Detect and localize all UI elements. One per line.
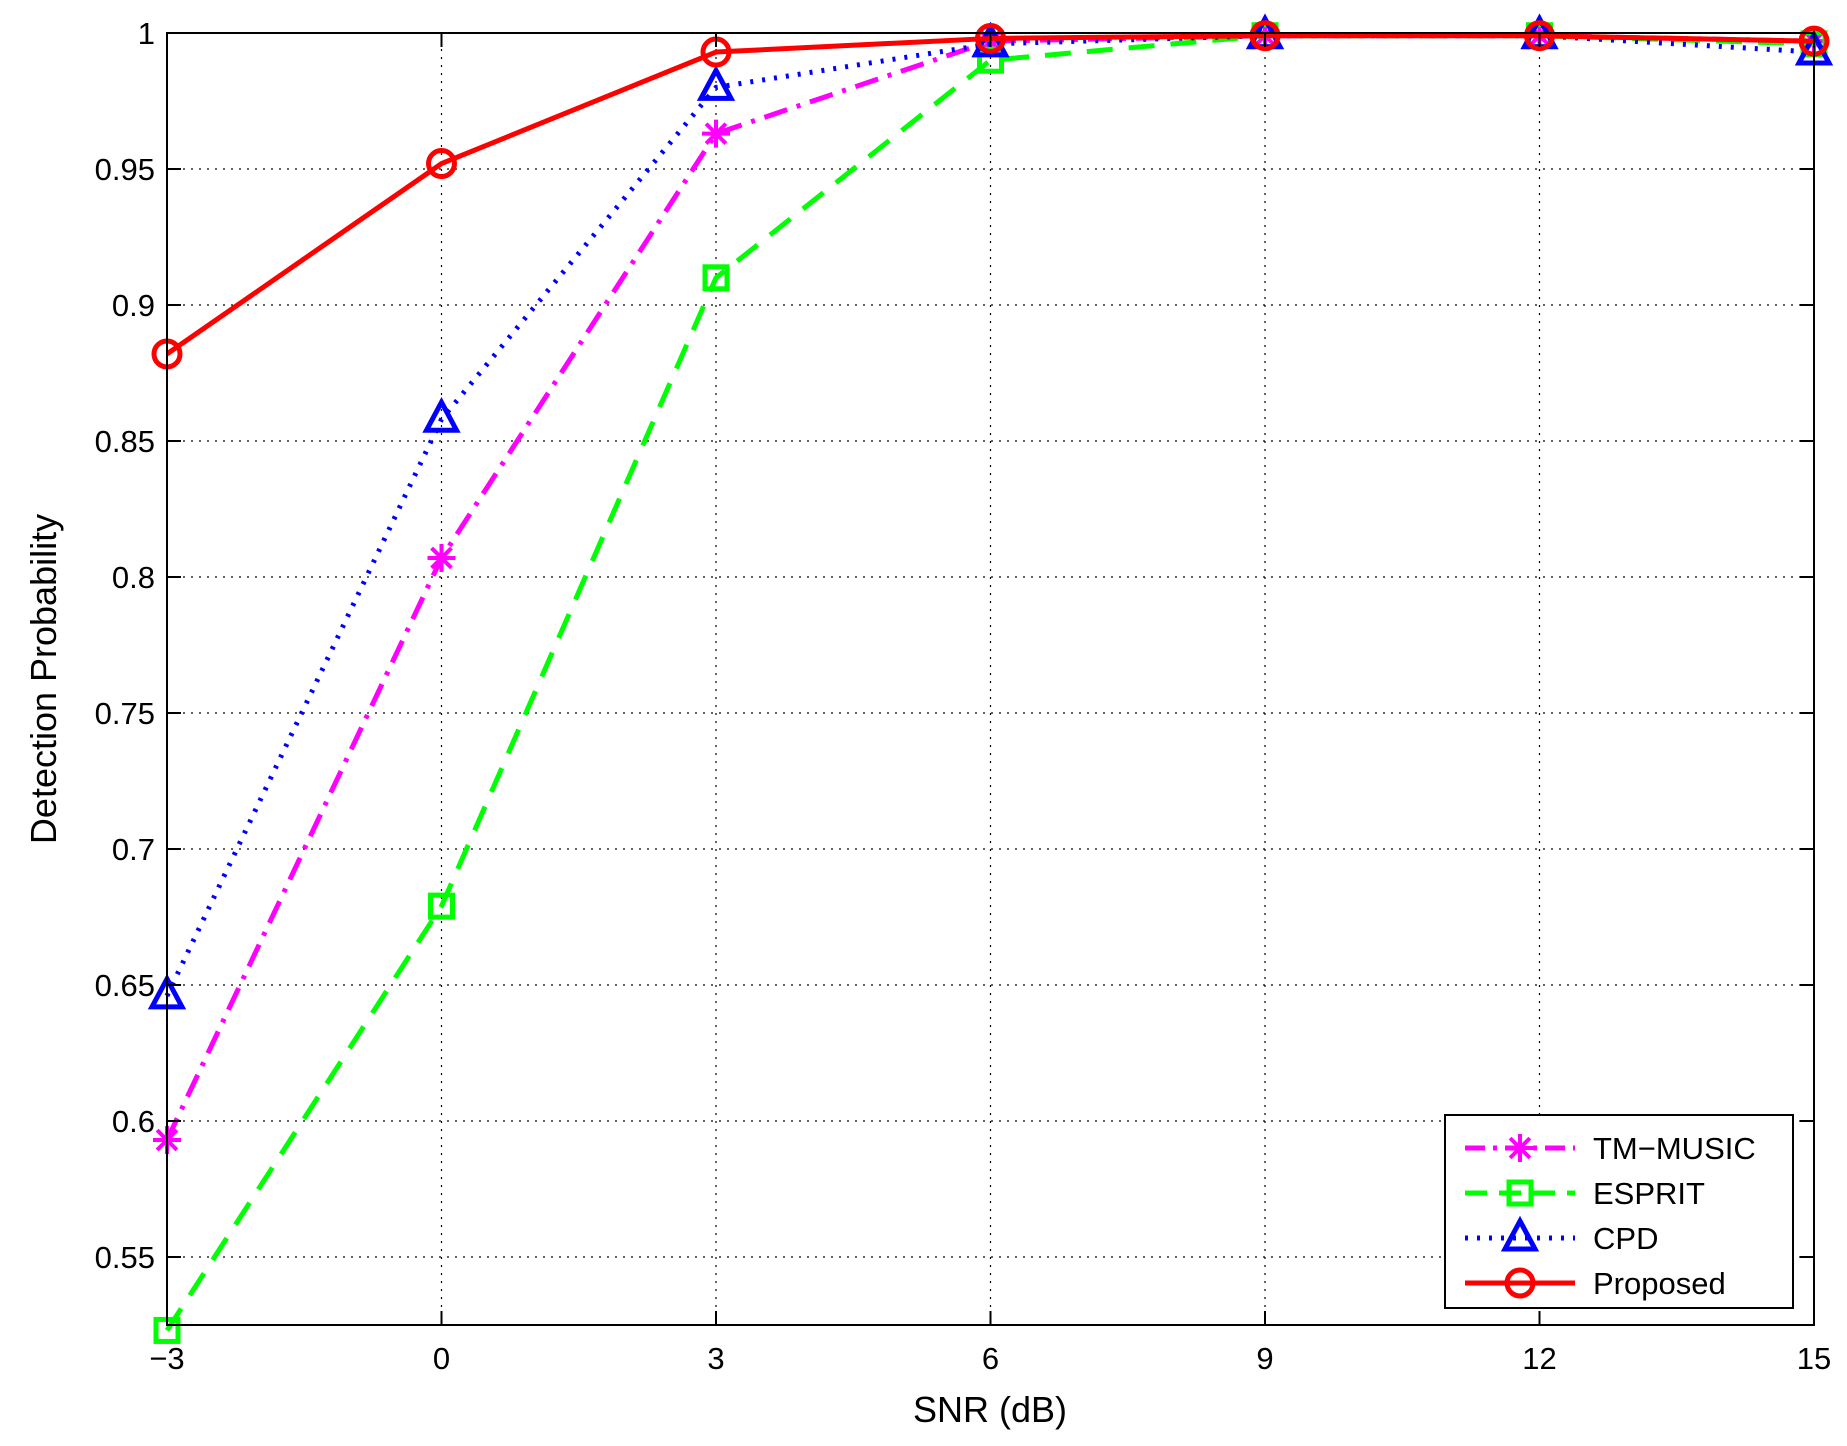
legend: TM−MUSIC ESPRIT CPD Proposed	[1444, 1114, 1794, 1309]
x-axis-label: SNR (dB)	[913, 1389, 1067, 1430]
data-point-esprit	[428, 892, 455, 920]
x-tick-label: 12	[1522, 1341, 1556, 1376]
x-tick-label: 3	[707, 1341, 724, 1376]
legend-label-cpd: CPD	[1593, 1221, 1658, 1256]
x-tick-label: 0	[433, 1341, 450, 1376]
x-tick-label: 6	[982, 1341, 999, 1376]
legend-box	[1444, 1114, 1794, 1309]
data-point-tm-music	[427, 543, 456, 572]
data-point-proposed	[975, 22, 1006, 54]
y-tick-label: 0.85	[95, 424, 155, 459]
x-tick-label: 15	[1797, 1341, 1831, 1376]
legend-marker-proposed	[1504, 1267, 1536, 1299]
y-tick-label: 0.95	[95, 152, 155, 187]
data-point-proposed	[1249, 20, 1281, 52]
y-tick-label: 0.9	[112, 288, 155, 323]
data-point-esprit	[702, 264, 730, 292]
marker-stroke	[704, 122, 728, 145]
y-tick-label: 1	[138, 16, 155, 51]
marker-stroke	[430, 546, 453, 570]
marker-stroke	[1508, 1136, 1532, 1160]
legend-item-esprit: ESPRIT	[1465, 1176, 1705, 1211]
legend-item-tm-music: TM−MUSIC	[1465, 1131, 1756, 1166]
y-tick-label: 0.6	[112, 1104, 155, 1139]
legend-marker-tm-music	[1506, 1134, 1534, 1162]
y-tick-label: 0.7	[112, 832, 155, 867]
series-line-esprit	[164, 33, 1815, 1332]
data-point-cpd	[422, 396, 461, 433]
legend-item-proposed: Proposed	[1465, 1266, 1726, 1301]
legend-label-tm-music: TM−MUSIC	[1593, 1131, 1756, 1166]
y-tick-label: 0.8	[112, 560, 155, 595]
data-point-proposed	[1524, 20, 1555, 52]
legend-marker-cpd	[1500, 1215, 1540, 1252]
y-axis-label: Detection Probability	[23, 514, 64, 844]
legend-label-proposed: Proposed	[1593, 1266, 1726, 1301]
axis-ticks: −3 0 3 6 9 12 15 0.55 0.6 0.65 0.7 0.75 0.8 0.85 0.9 0.…	[95, 16, 1832, 1376]
data-point-proposed	[426, 148, 457, 180]
data-point-tm-music	[702, 119, 730, 148]
data-point-cpd	[696, 65, 736, 101]
y-tick-label: 0.65	[95, 968, 155, 1003]
legend-item-cpd: CPD	[1465, 1215, 1658, 1256]
legend-marker-esprit	[1506, 1179, 1534, 1207]
legend-label-esprit: ESPRIT	[1593, 1176, 1705, 1211]
x-tick-label: 9	[1256, 1341, 1273, 1376]
y-tick-label: 0.75	[95, 696, 155, 731]
y-tick-label: 0.55	[95, 1240, 155, 1275]
x-tick-label: −3	[149, 1341, 184, 1376]
